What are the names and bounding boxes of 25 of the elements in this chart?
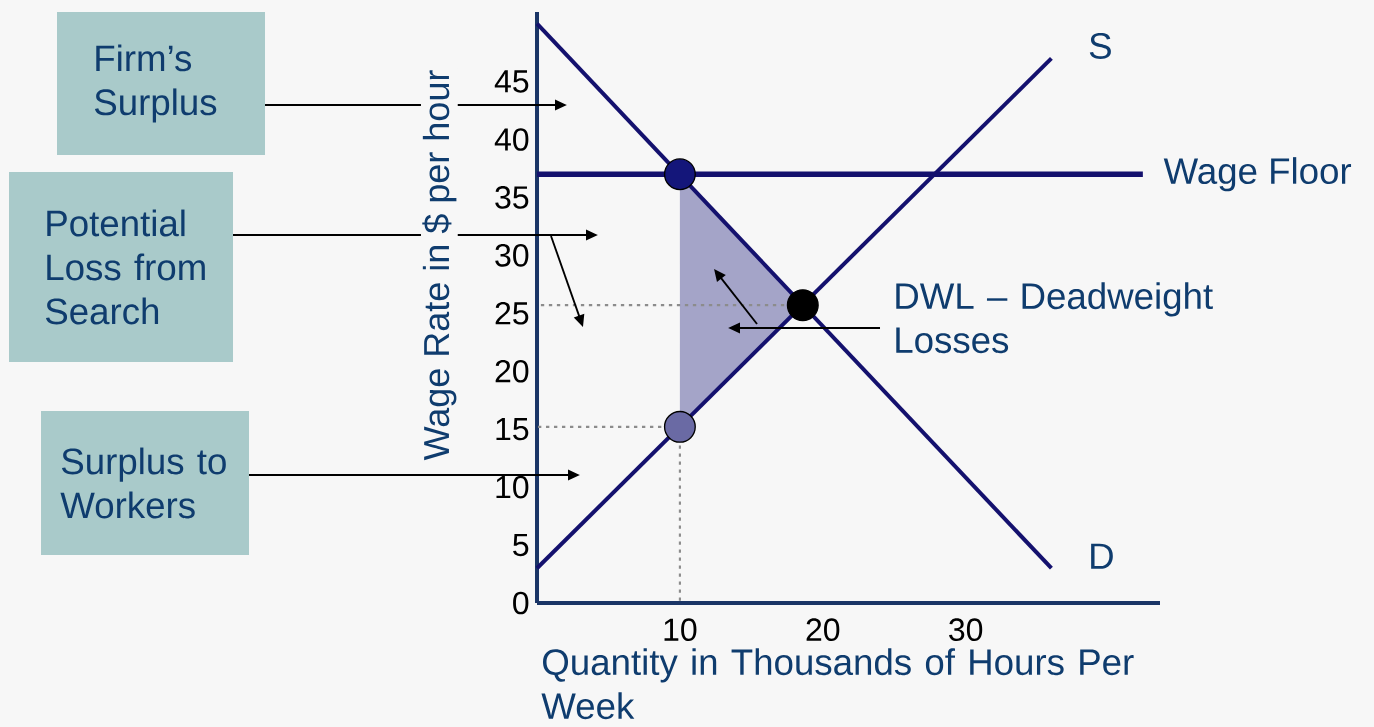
x-tick-label: 20: [806, 618, 840, 642]
series-label: D: [1091, 543, 1113, 569]
y-tick-label: 30: [495, 244, 529, 267]
y-tick-label: 0: [513, 591, 529, 615]
point: [786, 289, 819, 322]
series-label: S: [1089, 33, 1111, 59]
x-tick-label: 30: [949, 618, 983, 642]
x-axis-title: Quantity in Thousands of Hours Per Week: [541, 648, 1134, 720]
y-tick-label: 40: [494, 128, 529, 151]
y-tick-label: 20: [495, 359, 529, 383]
point: [663, 158, 696, 191]
y-tick-label: 15: [496, 418, 529, 441]
y-tick-label: 10: [496, 475, 529, 499]
y-axis-title: Wage Rate in $ per hour: [422, 70, 457, 461]
y-tick-label: 45: [494, 70, 529, 93]
y-tick-label: 35: [495, 186, 529, 209]
y-tick-label: 25: [495, 301, 529, 325]
ref-line-label: Wage Floor: [1163, 157, 1352, 192]
annotation: DWL – Deadweight Losses: [896, 282, 1213, 354]
point: [663, 410, 696, 443]
text: Potential Loss from Search: [45, 209, 205, 325]
y-tick-label: 5: [513, 533, 529, 557]
text: Firm’s Surplus: [94, 44, 217, 123]
text: Surplus to Workers: [60, 447, 226, 519]
x-tick-label: 10: [664, 618, 697, 642]
